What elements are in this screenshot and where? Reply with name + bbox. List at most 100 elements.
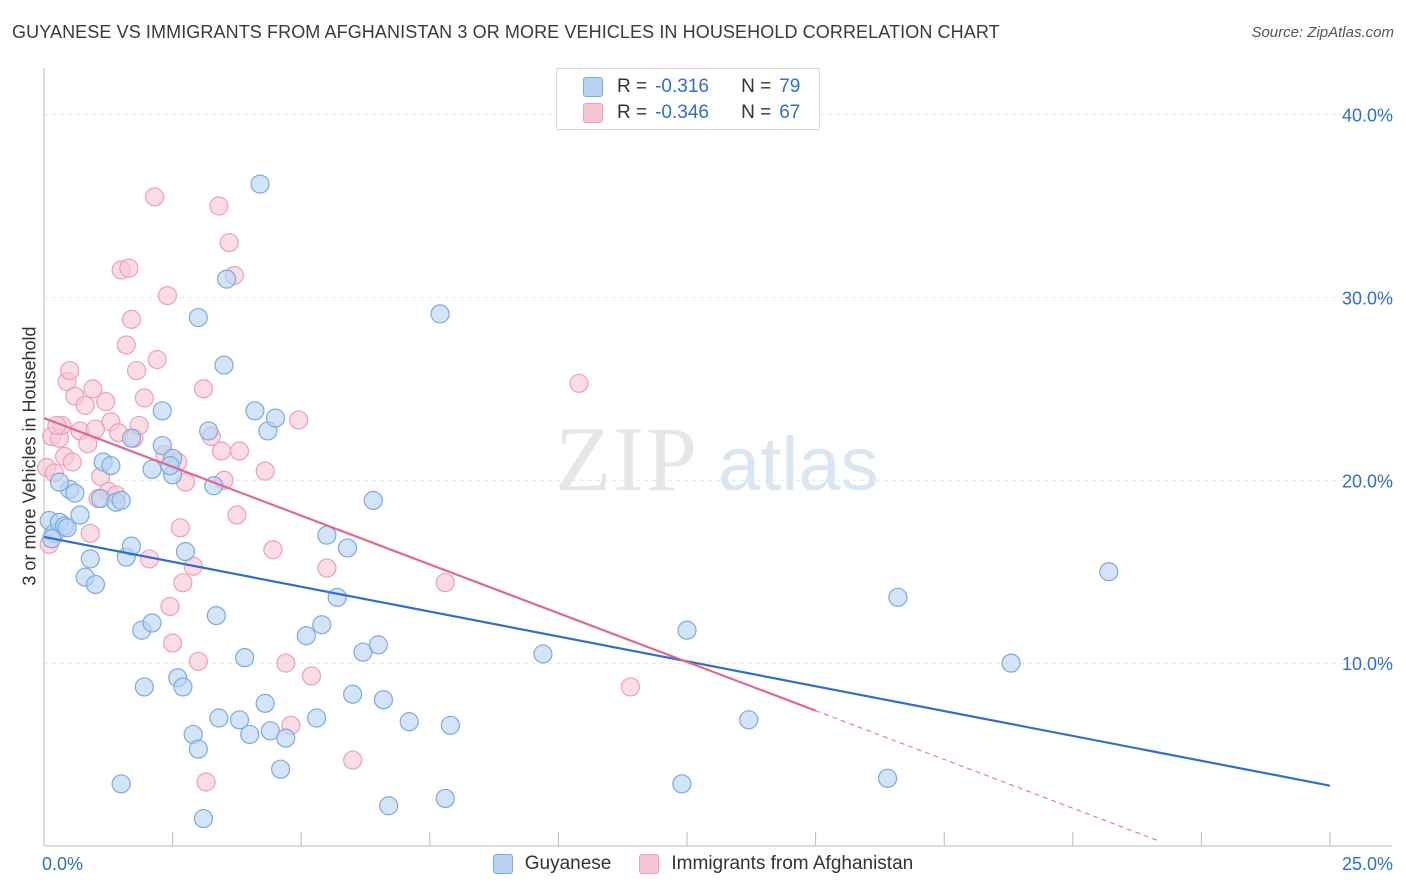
afghanistan-point — [75, 395, 95, 415]
guyanese-point — [296, 626, 316, 646]
legend-swatch-blue — [492, 854, 513, 874]
guyanese-point — [152, 435, 172, 456]
n-label: N = — [741, 76, 772, 97]
source-label: Source: ZipAtlas.com — [1251, 24, 1394, 41]
guyanese-point — [134, 677, 154, 697]
afghanistan-point — [620, 677, 641, 697]
legend-item-afghanistan: Immigrants from Afghanistan — [639, 853, 913, 875]
x-tick-label: 25.0% — [1342, 854, 1393, 874]
legend-swatch-blue — [583, 77, 603, 97]
legend-item-guyanese: Guyanese — [492, 853, 612, 875]
guyanese-point — [399, 712, 419, 732]
guyanese-point — [888, 587, 908, 607]
afghanistan-point — [317, 558, 337, 578]
guyanese-point — [363, 490, 383, 510]
guyanese-point — [209, 708, 229, 728]
afghanistan-point — [301, 666, 322, 686]
guyanese-points — [39, 174, 1119, 829]
guyanese-point — [265, 408, 286, 428]
guyanese-point — [142, 613, 162, 633]
guyanese-point — [101, 456, 121, 476]
watermark-zip: ZIP — [555, 408, 699, 510]
legend-row-guyanese: R = -0.316 N = 79 — [583, 74, 800, 100]
guyanese-point — [193, 808, 214, 829]
afghanistan-point — [219, 232, 239, 253]
n-label: N = — [741, 102, 772, 123]
y-tick-label: 40.0% — [1342, 106, 1393, 126]
guyanese-point — [271, 759, 291, 779]
guyanese-point — [245, 401, 265, 421]
afghanistan-point — [62, 452, 82, 472]
afghanistan-point — [227, 505, 247, 525]
y-axis-label: 3 or more Vehicles in Household — [19, 326, 40, 586]
afghanistan-trend-line — [43, 417, 816, 712]
legend-label: Immigrants from Afghanistan — [671, 853, 914, 874]
axes — [43, 68, 1392, 847]
afghanistan-point — [209, 196, 229, 216]
afghanistan-point — [126, 360, 147, 381]
afghanistan-point — [60, 360, 80, 381]
guyanese-point — [878, 768, 898, 788]
guyanese-point — [142, 459, 162, 479]
afghanistan-point — [157, 286, 178, 306]
series-legend: Guyanese Immigrants from Afghanistan — [0, 848, 1406, 880]
afghanistan-point — [119, 258, 139, 278]
afghanistan-trend-extension — [815, 710, 1161, 842]
afghanistan-point — [80, 523, 100, 543]
guyanese-point — [353, 642, 373, 662]
guyanese-point — [70, 505, 90, 525]
r-label: R = — [617, 76, 648, 97]
guyanese-point — [260, 721, 280, 741]
guyanese-point — [85, 574, 106, 595]
chart-title: GUYANESE VS IMMIGRANTS FROM AFGHANISTAN … — [12, 22, 1000, 42]
afghanistan-point — [229, 441, 250, 461]
guyanese-point — [173, 677, 193, 697]
afghanistan-point — [289, 410, 309, 430]
afghanistan-point — [134, 388, 154, 408]
legend-row-afghanistan: R = -0.346 N = 67 — [583, 100, 800, 126]
guyanese-point — [337, 538, 358, 558]
afghanistan-point — [144, 187, 165, 207]
guyanese-point — [276, 728, 296, 748]
afghanistan-point — [569, 373, 589, 393]
guyanese-point — [240, 724, 260, 745]
afghanistan-points — [36, 187, 641, 792]
afghanistan-point — [196, 772, 216, 792]
guyanese-point — [677, 620, 697, 640]
guyanese-point — [65, 483, 85, 503]
guyanese-point — [373, 690, 394, 710]
guyanese-point — [229, 710, 250, 730]
guyanese-point — [379, 796, 399, 816]
guyanese-point — [343, 684, 363, 704]
y-tick-label: 20.0% — [1342, 471, 1393, 491]
afghanistan-point — [147, 350, 167, 370]
guyanese-point — [121, 428, 142, 448]
y-tick-label: 10.0% — [1342, 654, 1393, 674]
afghanistan-point — [173, 573, 193, 593]
guyanese-point — [1001, 653, 1021, 673]
guyanese-point — [57, 518, 77, 538]
guyanese-point — [214, 355, 234, 375]
afghanistan-point — [435, 573, 455, 593]
legend-label: Guyanese — [524, 853, 612, 874]
gridlines — [44, 114, 1392, 664]
guyanese-point — [307, 708, 327, 728]
guyanese-point — [111, 490, 131, 510]
guyanese-point — [217, 269, 237, 289]
afghanistan-point — [160, 596, 180, 617]
afghanistan-point — [96, 392, 116, 412]
guyanese-point — [672, 774, 692, 794]
guyanese-point — [152, 401, 172, 421]
afghanistan-point — [121, 309, 142, 329]
guyanese-point — [739, 710, 759, 730]
guyanese-point — [199, 421, 219, 441]
guyanese-point — [368, 635, 388, 655]
guyanese-point — [435, 788, 455, 809]
afghanistan-point — [263, 540, 283, 560]
afghanistan-point — [255, 461, 275, 481]
guyanese-point — [327, 587, 347, 607]
guyanese-point — [188, 739, 208, 759]
x-tick-label: 0.0% — [42, 854, 83, 874]
guyanese-point — [235, 648, 255, 668]
